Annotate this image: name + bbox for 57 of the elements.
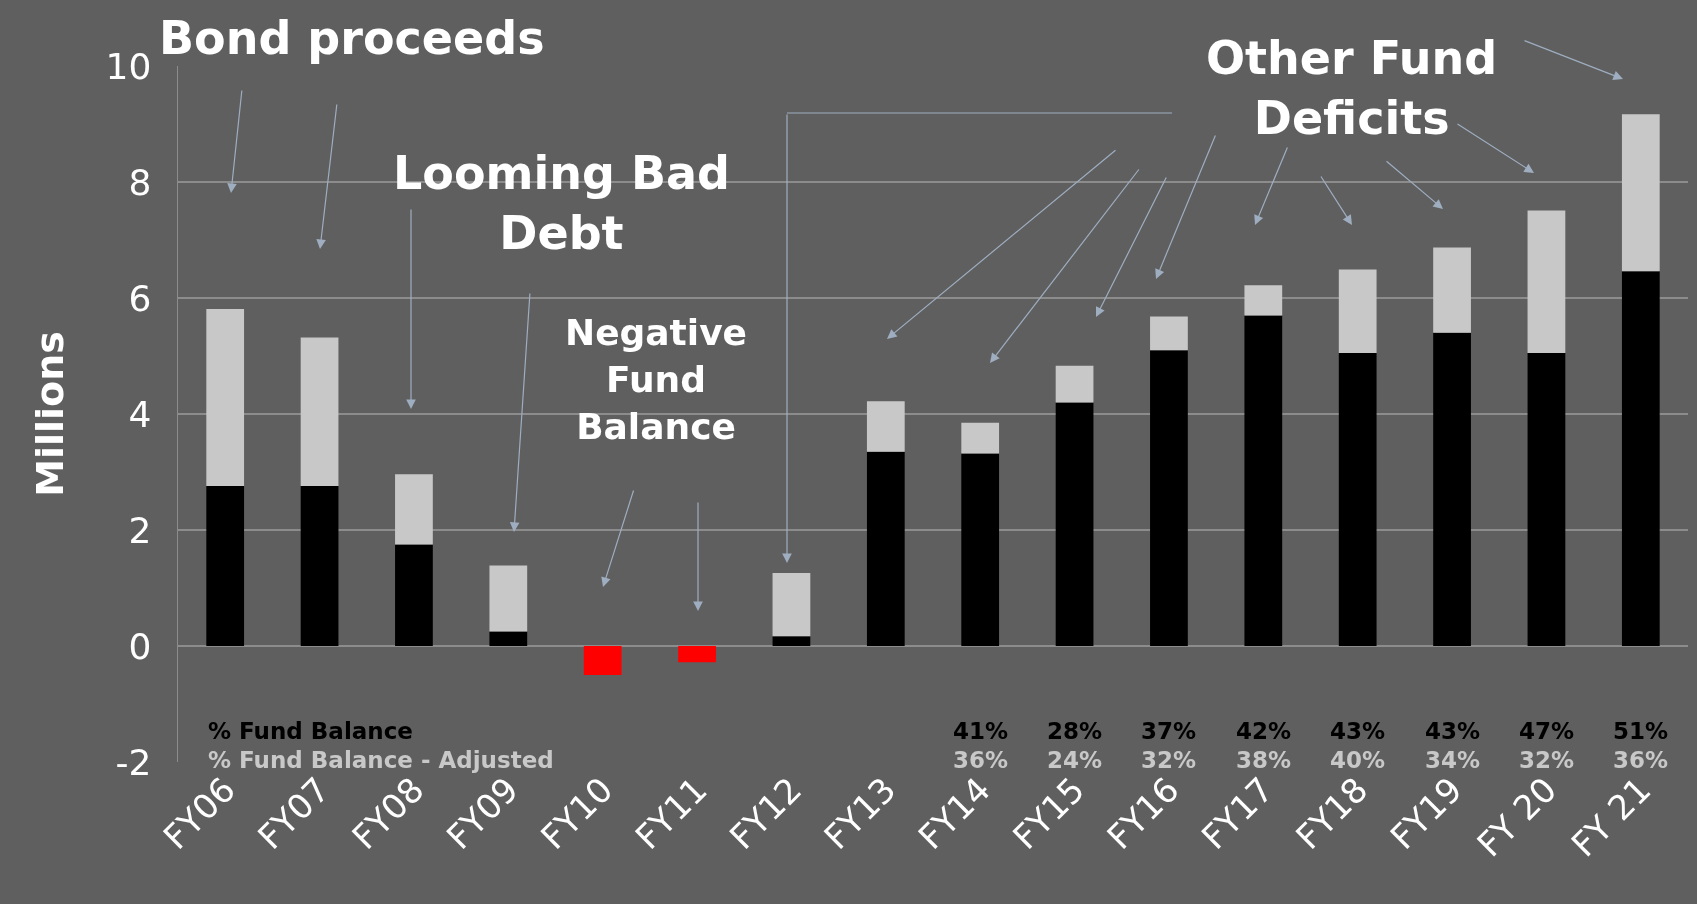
bar <box>1150 350 1188 646</box>
bar <box>678 646 716 663</box>
annotation: Other Fund Deficits <box>1206 31 1498 145</box>
bar <box>1621 271 1660 646</box>
bar <box>1527 353 1566 646</box>
bar <box>1621 114 1660 272</box>
annotation: % Fund Balance - Adjusted <box>208 747 554 773</box>
annotation: 51% <box>1613 718 1669 744</box>
bar <box>1338 353 1377 646</box>
bar <box>961 453 1000 646</box>
bar <box>489 631 528 646</box>
y-tick-label: 10 <box>105 45 152 87</box>
y-tick-label: 4 <box>128 393 152 435</box>
y-axis-title: Millions <box>27 331 72 497</box>
annotation: 32% <box>1141 747 1197 773</box>
bar <box>1244 285 1283 316</box>
bar <box>300 337 339 486</box>
annotation: 37% <box>1141 718 1197 744</box>
bar <box>866 401 905 452</box>
bar <box>489 565 528 632</box>
bar <box>300 485 339 646</box>
annotation: Looming Bad Debt <box>393 146 730 260</box>
bar <box>866 451 905 646</box>
y-tick-label: -2 <box>115 741 152 783</box>
bar <box>1150 316 1188 351</box>
annotation: 40% <box>1330 747 1386 773</box>
bar <box>1433 247 1471 333</box>
annotation: 28% <box>1047 718 1103 744</box>
bar <box>961 422 1000 454</box>
bar <box>1244 315 1283 646</box>
y-tick-label: 6 <box>128 277 152 319</box>
bar <box>1338 269 1377 354</box>
bar <box>206 485 245 646</box>
y-tick-label: 8 <box>128 161 152 203</box>
y-tick-label: 0 <box>128 625 152 667</box>
bar <box>772 636 811 646</box>
annotation: % Fund Balance <box>208 718 413 744</box>
bar <box>1433 332 1471 646</box>
annotation: 42% <box>1236 718 1292 744</box>
bar <box>772 572 811 637</box>
text: Bond proceeds <box>159 11 545 65</box>
annotation: 43% <box>1330 718 1386 744</box>
bar <box>395 544 433 646</box>
annotation: 43% <box>1425 718 1481 744</box>
y-tick-label: 2 <box>128 509 152 551</box>
annotation: 24% <box>1047 747 1103 773</box>
bar <box>1527 210 1566 354</box>
annotation: 38% <box>1236 747 1292 773</box>
bar <box>1055 402 1094 646</box>
annotation: 41% <box>953 718 1009 744</box>
annotation: 47% <box>1519 718 1575 744</box>
annotation: Negative Fund Balance <box>565 312 748 447</box>
bar <box>583 646 622 675</box>
bar <box>395 474 433 545</box>
annotation: 36% <box>953 747 1009 773</box>
bar <box>1055 365 1094 403</box>
bar <box>206 309 245 486</box>
